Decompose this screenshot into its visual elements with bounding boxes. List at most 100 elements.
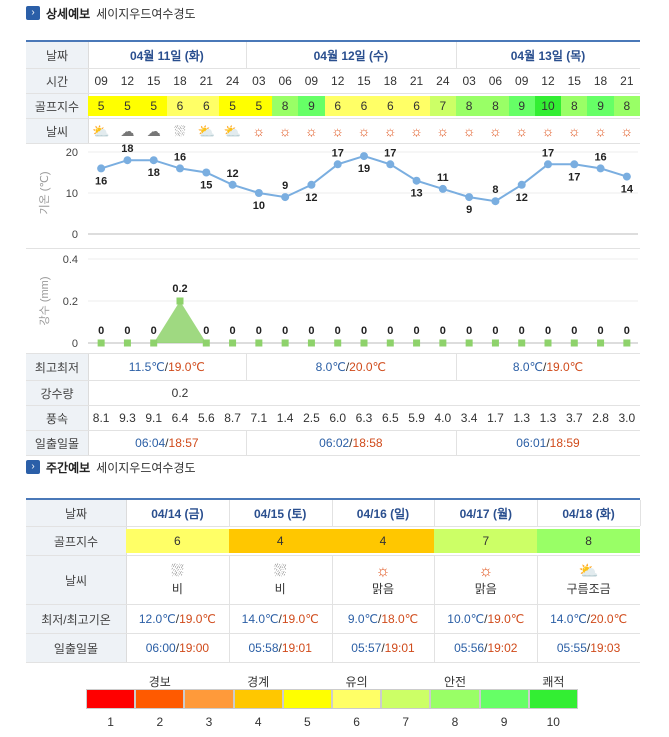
weekly-weather-cell: ⛆ 비 xyxy=(126,556,230,604)
rain-amount-cell xyxy=(246,381,272,405)
day-header-cell: 04월 12일 (수) xyxy=(246,42,457,68)
data-point xyxy=(123,156,132,165)
wind-speed-cell: 3.4 xyxy=(460,411,478,425)
golf-index-row: 골프지수 5 5 5 6 6 5 5 8 9 6 6 6 6 7 8 8 9 10 8 9 8 xyxy=(26,94,640,119)
scale-level-label: 8 xyxy=(451,715,459,729)
data-label: 18 xyxy=(148,167,160,179)
sunrise-time: 06:00 xyxy=(145,641,176,655)
rain-chart: 강수 (mm) 0.4 0.2 0 0 0 0 0.2 0 0 0 0 0 0 0 0 0 0 0 0 0 0 0 0 0 xyxy=(38,254,638,350)
time-cell: 24 xyxy=(436,74,450,88)
time-cell: 15 xyxy=(147,74,161,88)
golf-index-cell: 6 xyxy=(166,96,194,116)
weekly-golf-cell: 6 xyxy=(126,529,230,553)
data-point xyxy=(439,339,447,347)
weekly-golf-label: 골프지수 xyxy=(26,527,127,555)
day-header-cell: 04월 11일 (화) xyxy=(88,42,247,68)
data-label: 8 xyxy=(492,184,498,196)
data-point xyxy=(570,339,578,347)
sunrise-time: 05:58 xyxy=(248,641,279,655)
data-point xyxy=(386,160,395,169)
min-temp: 11.5℃ xyxy=(128,360,165,374)
data-label: 0 xyxy=(256,325,262,337)
data-label: 15 xyxy=(200,180,212,192)
weekly-weather-cell: ⛆ 비 xyxy=(229,556,333,604)
time-cell: 21 xyxy=(409,74,424,88)
rain-amount-cell xyxy=(193,381,219,405)
golf-index-cell: 5 xyxy=(245,96,272,116)
scale-level-label: 4 xyxy=(254,715,262,729)
wind-speed-cell: 6.3 xyxy=(355,411,373,425)
weekly-sun-cell: 05:55/19:03 xyxy=(537,634,640,662)
data-point xyxy=(491,339,499,347)
chart-y-tick-label: 10 xyxy=(66,188,78,200)
data-point xyxy=(544,339,552,347)
weekly-weather-cell: ☼ 맑음 xyxy=(332,556,436,604)
data-label: 18 xyxy=(121,144,133,155)
data-label: 0 xyxy=(335,325,341,337)
wind-speed-cell: 2.5 xyxy=(303,411,320,425)
wind-speed-cell: 8.1 xyxy=(92,411,110,425)
golf-index-cell: 7 xyxy=(429,96,456,116)
sunrise-time: 06:02 xyxy=(319,436,350,450)
data-label: 0 xyxy=(571,325,577,337)
wind-speed-cell: 7.1 xyxy=(250,411,268,425)
sunrise-time: 06:04 xyxy=(135,436,166,450)
separator: / xyxy=(484,641,488,655)
weekly-temp-row: 최저/최고기온 12.0℃/19.0℃ 14.0℃/19.0℃ 9.0℃/18.0℃… xyxy=(26,605,640,634)
data-label: 0 xyxy=(361,325,367,337)
weekly-date-cell: 04/18 (화) xyxy=(537,500,641,526)
sunrise-time: 06:01 xyxy=(516,436,547,450)
partly-cloudy-icon: ⛅ xyxy=(197,123,215,139)
data-label: 0 xyxy=(203,325,209,337)
rain-cloud-icon: ⛆ xyxy=(273,562,287,580)
minmax-label: 최고최저 xyxy=(26,354,89,380)
data-point xyxy=(97,339,105,347)
wind-label: 풍속 xyxy=(26,406,89,430)
wind-speed-cell: 6.0 xyxy=(329,411,347,425)
chart-y-axis-label: 기온 (℃) xyxy=(38,172,51,215)
weekly-sun-cell: 05:56/19:02 xyxy=(434,634,539,662)
data-point xyxy=(622,172,631,181)
weekly-sun-cell: 05:57/19:01 xyxy=(332,634,436,662)
data-point xyxy=(518,339,526,347)
sunrise-time: 05:57 xyxy=(351,641,382,655)
sun-icon: ☼ xyxy=(462,123,476,139)
weekly-forecast-header: › 주간예보 세이지우드여수경도 xyxy=(26,458,196,476)
data-label: 0 xyxy=(124,325,130,337)
golf-index-cell: 5 xyxy=(219,96,246,116)
rain-amount-row: 강수량 0.2 xyxy=(26,381,640,406)
separator: / xyxy=(542,360,547,374)
sun-cell: 06:04/18:57 xyxy=(88,431,247,455)
golf-index-cell: 5 xyxy=(114,96,141,116)
time-cell: 03 xyxy=(252,74,266,88)
separator: / xyxy=(377,612,382,626)
golf-index-scale: 경보 경계 유의 안전 쾌적 1 2 3 4 5 6 7 8 9 10 xyxy=(86,673,578,731)
sunset-time: 18:57 xyxy=(168,436,199,450)
weekly-golf-cell: 8 xyxy=(537,529,640,553)
data-label: 12 xyxy=(305,192,317,204)
golf-index-cell: 8 xyxy=(482,96,509,116)
sunrise-time: 05:56 xyxy=(454,641,485,655)
data-point xyxy=(570,160,579,169)
sun-icon: ☼ xyxy=(567,123,581,139)
weekly-weather-cell: ⛅ 구름조금 xyxy=(537,556,640,604)
sunset-time: 19:00 xyxy=(179,641,210,655)
sunset-time: 19:03 xyxy=(590,641,621,655)
scale-level-label: 7 xyxy=(402,715,410,729)
weekly-weather-text: 맑음 xyxy=(474,581,497,596)
wind-speed-cell: 3.0 xyxy=(618,411,636,425)
data-label: 0 xyxy=(282,325,288,337)
detail-course-name: 세이지우드여수경도 xyxy=(96,6,196,21)
rain-amount-cell xyxy=(587,381,613,405)
separator: / xyxy=(175,641,180,655)
partly-cloudy-icon: ⛅ xyxy=(223,123,242,139)
data-label: 0 xyxy=(151,325,157,337)
golf-index-cell: 8 xyxy=(272,96,299,116)
data-point xyxy=(465,339,473,347)
data-point xyxy=(333,160,342,169)
data-point xyxy=(438,184,447,193)
rain-amount-cell xyxy=(272,381,298,405)
separator: / xyxy=(484,612,488,626)
rain-amount-cell xyxy=(403,381,429,405)
max-temp: 19.0℃ xyxy=(179,612,216,626)
